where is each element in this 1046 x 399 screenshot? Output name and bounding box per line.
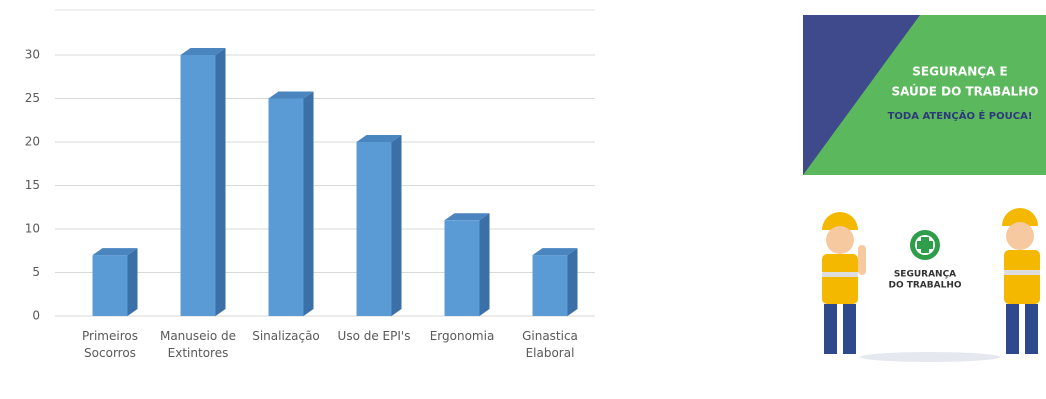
x-tick-label: Manuseio de Extintores [159,329,237,360]
poster-tagline: TODA ATENÇÃO É POUCA! [888,109,1033,122]
logo-cross [917,237,933,253]
y-tick-label: 10 [25,222,40,236]
bar-top [92,248,138,256]
logo-text: SEGURANÇA [894,270,956,280]
y-tick-label: 15 [25,178,40,192]
poster-headline: SEGURANÇA E [912,65,1007,79]
poster: SEGURANÇA E SAÚDE DO TRABALHO TODA ATENÇ… [803,15,1046,362]
poster-triangle [803,15,920,175]
bar-top [532,248,578,256]
y-tick-label: 5 [32,265,40,279]
bar [268,98,304,316]
bar [92,255,128,316]
x-tick-label: Ergonomia [429,329,495,343]
bar-side [479,213,490,316]
bar [532,255,568,316]
bar-top [268,91,314,99]
logo-text: DO TRABALHO [888,281,961,291]
bar [180,55,216,316]
bar-top [444,213,490,221]
bar-side [391,135,402,316]
x-tick-label: Uso de EPI's [337,329,411,343]
bar-top [356,135,402,142]
poster-headline: SAÚDE DO TRABALHO [891,84,1038,99]
y-tick-label: 20 [25,135,40,149]
x-tick-label: Primeiros Socorros [82,329,138,360]
worker-left [822,212,866,354]
shadow [860,352,1000,362]
y-tick-label: 25 [25,91,40,105]
y-tick-label: 30 [25,48,40,62]
bar-side [567,248,578,316]
y-tick-label: 0 [32,309,40,323]
x-tick-label: Sinalização [252,329,320,343]
bar-side [303,91,314,316]
bar [444,220,480,316]
bar [356,142,392,316]
x-tick-label: Ginastica Elaboral [522,329,578,360]
bar-side [215,48,226,316]
bar-top [180,48,226,55]
worker-right [1002,208,1040,354]
bar-side [127,248,138,316]
